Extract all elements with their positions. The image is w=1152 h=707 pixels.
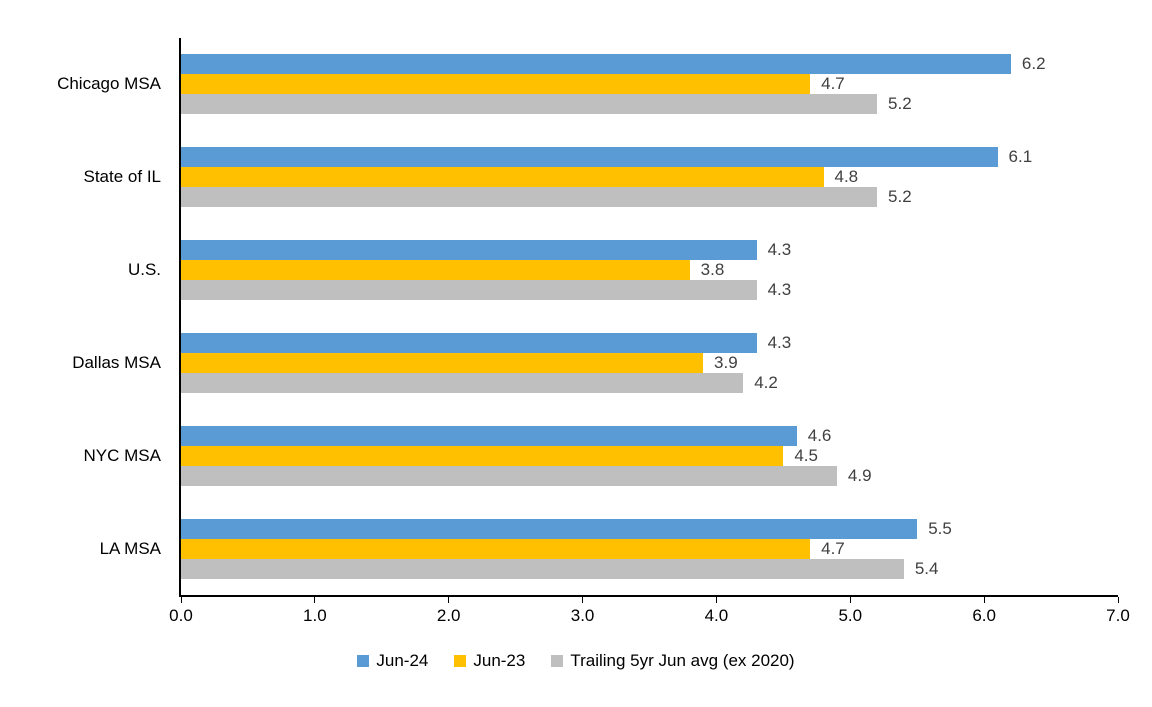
legend-item: Jun-24 — [357, 651, 428, 671]
bar-jun-23 — [181, 445, 784, 466]
x-axis-tick — [180, 597, 182, 603]
bar-row: 4.7 — [181, 74, 1118, 95]
legend-swatch — [454, 655, 467, 667]
data-label: 4.7 — [821, 74, 845, 94]
bar-group: 4.6 4.5 4.9 — [181, 409, 1118, 502]
bar-row: 4.5 — [181, 445, 1118, 466]
bar-jun-24 — [181, 332, 757, 353]
bar-trailing-5yr-jun-avg-ex-2020- — [181, 558, 904, 579]
x-tick-label: 4.0 — [704, 606, 729, 625]
bar-jun-23 — [181, 260, 690, 281]
bar-group: 4.3 3.9 4.2 — [181, 316, 1118, 409]
bar-jun-24 — [181, 518, 918, 539]
legend-label: Jun-23 — [473, 651, 526, 670]
plot-area: 6.2 4.7 5.2 6.1 4.8 5.2 4.3 3.8 4.3 4.3 3.9 4.2 4.6 4… — [179, 38, 1119, 603]
data-label: 5.2 — [888, 94, 912, 114]
data-label: 3.9 — [714, 352, 738, 372]
bar-row: 5.4 — [181, 558, 1118, 579]
x-axis-tick — [1117, 597, 1119, 603]
x-axis-tick — [448, 597, 450, 603]
data-label: 5.5 — [928, 518, 952, 538]
x-tick-label: 3.0 — [570, 606, 595, 625]
legend-swatch — [357, 655, 370, 667]
bar-trailing-5yr-jun-avg-ex-2020- — [181, 187, 878, 208]
data-label: 3.8 — [700, 260, 725, 280]
bar-jun-24 — [181, 425, 797, 446]
data-label: 4.7 — [821, 538, 845, 558]
data-label: 4.3 — [767, 240, 792, 260]
bar-jun-23 — [181, 352, 704, 373]
data-label: 5.4 — [914, 558, 939, 578]
x-tick-label: 1.0 — [303, 606, 327, 625]
bar-jun-23 — [181, 74, 811, 95]
legend-label: Trailing 5yr Jun avg (ex 2020) — [570, 651, 795, 670]
category-label: Chicago MSA — [57, 74, 161, 94]
data-label: 4.3 — [767, 280, 792, 300]
chart-legend: Jun-24 Jun-23 Trailing 5yr Jun avg (ex 202… — [0, 651, 1152, 671]
bar-row: 4.6 — [181, 425, 1118, 446]
bar-row: 4.9 — [181, 465, 1118, 486]
bar-jun-23 — [181, 167, 824, 188]
category-label: Dallas MSA — [72, 352, 161, 372]
x-tick-label: 0.0 — [169, 606, 193, 625]
data-label: 4.2 — [754, 372, 778, 392]
data-label: 6.1 — [1008, 147, 1033, 167]
x-tick-label: 2.0 — [436, 606, 461, 625]
legend-item: Jun-23 — [454, 651, 525, 671]
x-axis-tick — [582, 597, 584, 603]
bar-jun-23 — [181, 538, 811, 559]
legend-label: Jun-24 — [376, 651, 429, 670]
x-axis-tick — [314, 597, 316, 603]
data-label: 6.2 — [1021, 54, 1046, 74]
bar-row: 6.2 — [181, 54, 1118, 75]
bar-group: 5.5 4.7 5.4 — [181, 502, 1118, 595]
bar-row: 4.2 — [181, 372, 1118, 393]
bar-row: 5.2 — [181, 187, 1118, 208]
category-label: NYC MSA — [83, 445, 161, 465]
bar-row: 6.1 — [181, 147, 1118, 168]
data-label: 4.3 — [767, 332, 792, 352]
bar-row: 4.8 — [181, 167, 1118, 188]
x-tick-label: 6.0 — [972, 606, 996, 625]
data-label: 4.6 — [807, 425, 832, 445]
bar-row: 4.3 — [181, 280, 1118, 301]
x-axis-tick — [983, 597, 985, 603]
bar-trailing-5yr-jun-avg-ex-2020- — [181, 372, 744, 393]
category-axis-labels: Chicago MSA State of IL U.S. Dallas MSA NYC … — [0, 38, 161, 595]
category-label: U.S. — [127, 260, 161, 280]
x-axis-tick — [715, 597, 717, 603]
bar-row: 4.7 — [181, 538, 1118, 559]
category-label: LA MSA — [99, 538, 161, 558]
bar-trailing-5yr-jun-avg-ex-2020- — [181, 465, 837, 486]
x-axis-labels: 0.0 1.0 2.0 3.0 4.0 5.0 6.0 7.0 — [169, 606, 1130, 628]
bar-trailing-5yr-jun-avg-ex-2020- — [181, 94, 878, 115]
bar-row: 5.5 — [181, 518, 1118, 539]
bar-row: 5.2 — [181, 94, 1118, 115]
bar-jun-24 — [181, 240, 757, 261]
bar-group: 6.1 4.8 5.2 — [181, 131, 1118, 224]
data-label: 4.8 — [834, 167, 859, 187]
bar-row: 3.9 — [181, 352, 1118, 373]
legend-swatch — [551, 655, 564, 667]
bar-row: 4.3 — [181, 332, 1118, 353]
data-label: 5.2 — [888, 187, 912, 207]
bar-jun-24 — [181, 54, 1011, 75]
bar-row: 3.8 — [181, 260, 1118, 281]
x-tick-label: 5.0 — [838, 606, 863, 625]
x-axis-tick — [849, 597, 851, 603]
data-label: 4.9 — [847, 465, 872, 485]
legend-item: Trailing 5yr Jun avg (ex 2020) — [551, 651, 795, 671]
bar-group: 4.3 3.8 4.3 — [181, 224, 1118, 317]
bar-jun-24 — [181, 147, 998, 168]
bar-row: 4.3 — [181, 240, 1118, 261]
category-label: State of IL — [83, 167, 162, 187]
x-tick-label: 7.0 — [1106, 606, 1130, 625]
bar-group: 6.2 4.7 5.2 — [181, 38, 1118, 131]
data-label: 4.5 — [794, 445, 818, 465]
bar-trailing-5yr-jun-avg-ex-2020- — [181, 280, 757, 301]
